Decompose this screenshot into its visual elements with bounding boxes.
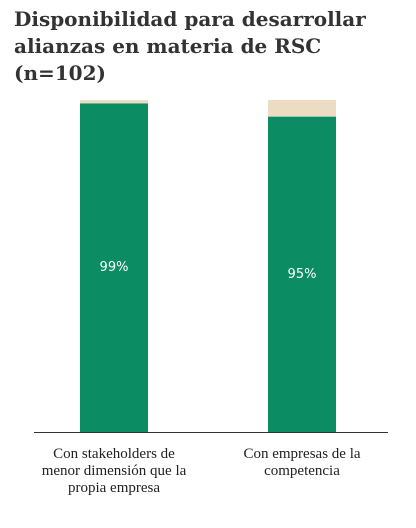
bar-segment [268,100,336,117]
bar-segment [268,116,336,432]
value-label: 99% [100,260,129,275]
value-label: 95% [288,267,317,282]
chart-title: Disponibilidad para desarrollar alianzas… [14,7,366,85]
bar-segment [80,100,148,104]
x-tick-label: Con stakeholders de menor dimensión que … [41,446,187,496]
x-tick-label: Con empresas de la competencia [243,446,361,479]
bar-segment [80,103,148,432]
